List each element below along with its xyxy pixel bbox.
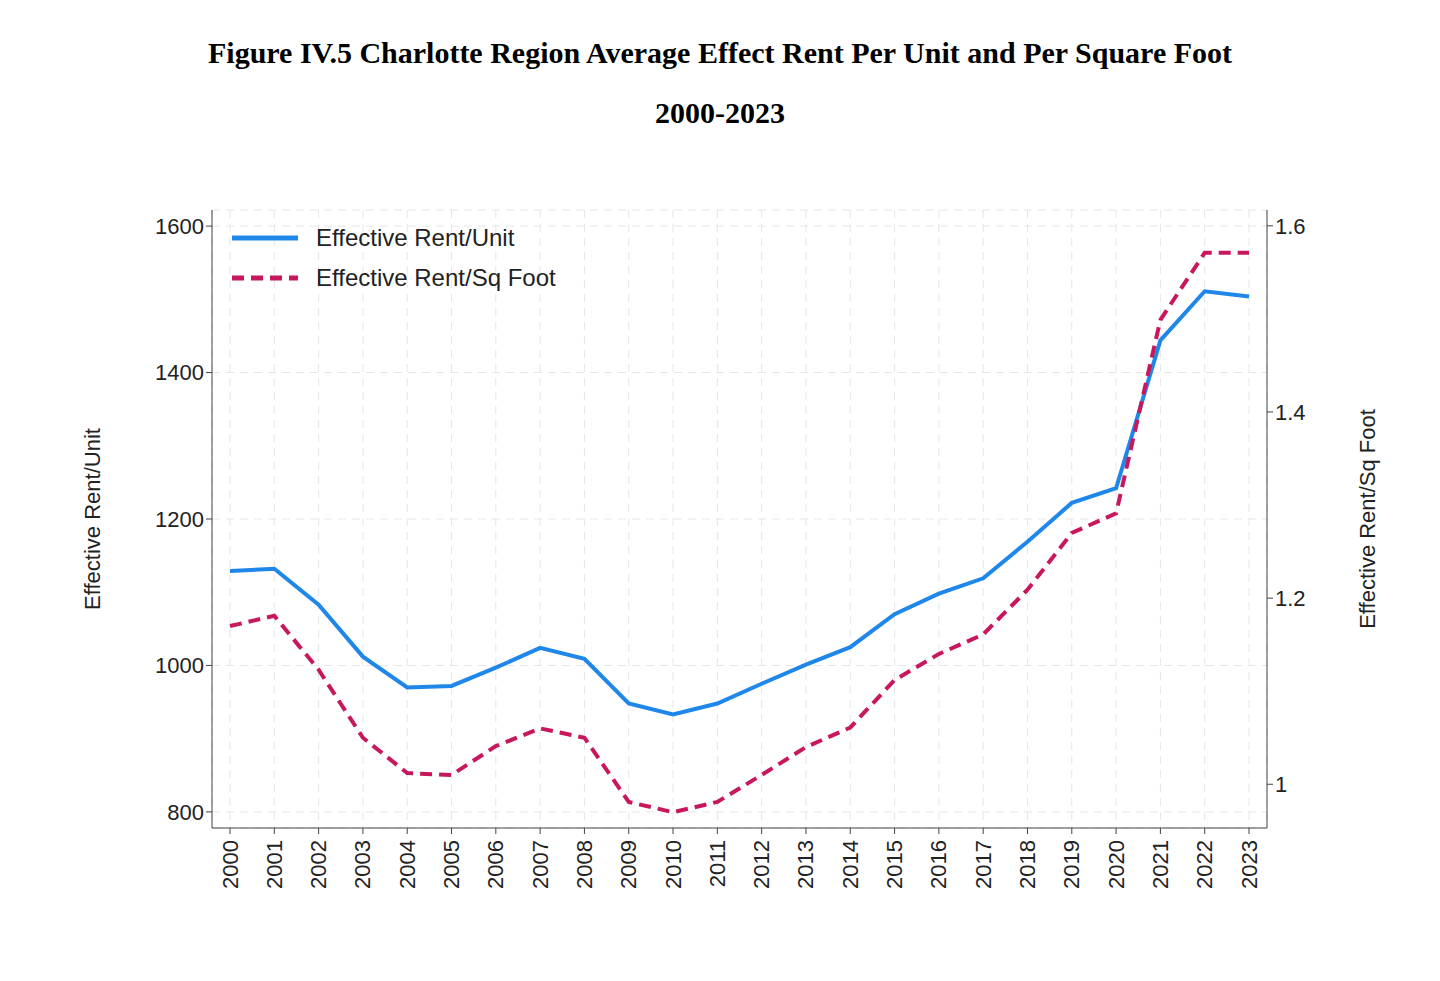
html-text:Effective Rent/Unit: Effective Rent/Unit (316, 224, 515, 251)
svg-text:2006: 2006 (483, 840, 508, 889)
html-text:2000-2023: 2000-2023 (655, 96, 785, 129)
html-text:Figure IV.5 Charlotte Region A: Figure IV.5 Charlotte Region Average Eff… (208, 36, 1232, 69)
svg-text:2016: 2016 (926, 840, 951, 889)
svg-text:2007: 2007 (528, 840, 553, 889)
svg-text:Effective Rent/Sq Foot: Effective Rent/Sq Foot (1355, 409, 1380, 629)
svg-text:2020: 2020 (1104, 840, 1129, 889)
svg-text:2004: 2004 (395, 840, 420, 889)
svg-text:2008: 2008 (572, 840, 597, 889)
svg-text:2019: 2019 (1059, 840, 1084, 889)
svg-text:2010: 2010 (661, 840, 686, 889)
svg-text:2005: 2005 (439, 840, 464, 889)
svg-text:2022: 2022 (1192, 840, 1217, 889)
svg-text:1400: 1400 (155, 360, 204, 385)
svg-text:2000: 2000 (218, 840, 243, 889)
svg-text:2012: 2012 (749, 840, 774, 889)
svg-text:1600: 1600 (155, 214, 204, 239)
svg-text:2001: 2001 (262, 840, 287, 889)
svg-text:1: 1 (1275, 772, 1287, 797)
svg-text:2017: 2017 (971, 840, 996, 889)
svg-text:1200: 1200 (155, 507, 204, 532)
svg-text:2018: 2018 (1015, 840, 1040, 889)
svg-text:2023: 2023 (1237, 840, 1262, 889)
svg-text:2009: 2009 (616, 840, 641, 889)
svg-text:1000: 1000 (155, 653, 204, 678)
svg-text:2002: 2002 (306, 840, 331, 889)
svg-text:2011: 2011 (705, 840, 730, 887)
html-text:Effective Rent/Sq Foot: Effective Rent/Sq Foot (316, 264, 556, 291)
svg-text:800: 800 (167, 800, 204, 825)
svg-text:2003: 2003 (350, 840, 375, 889)
svg-text:1.6: 1.6 (1275, 214, 1306, 239)
svg-text:2021: 2021 (1148, 840, 1173, 889)
svg-text:Effective Rent/Unit: Effective Rent/Unit (80, 428, 105, 610)
svg-text:1.2: 1.2 (1275, 586, 1306, 611)
svg-text:2015: 2015 (882, 840, 907, 889)
svg-text:1.4: 1.4 (1275, 400, 1306, 425)
svg-text:2013: 2013 (793, 840, 818, 889)
svg-text:2014: 2014 (838, 840, 863, 889)
